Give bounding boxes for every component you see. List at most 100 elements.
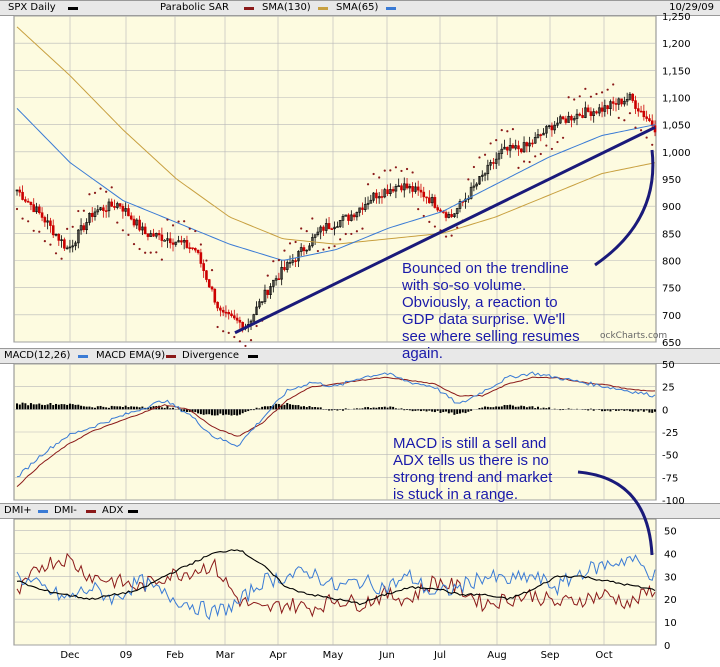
price-candle-body (575, 113, 579, 119)
price-candle-body (595, 111, 598, 114)
sar-dot (255, 324, 258, 328)
price-candle-body (68, 246, 72, 249)
price-candle-body (506, 146, 509, 151)
sar-dot (38, 230, 41, 233)
sar-dot (66, 227, 69, 230)
price-y-tick: 1,200 (662, 39, 691, 50)
price-candle-body (330, 228, 334, 230)
sar-dot (534, 155, 537, 158)
x-axis-label: Dec (60, 650, 80, 661)
price-y-tick: 950 (662, 175, 681, 186)
price-candle-body (155, 232, 158, 237)
price-candle-body (402, 183, 406, 191)
sma65-line (16, 108, 656, 261)
price-candle-body (361, 207, 364, 210)
sar-dot (467, 178, 470, 181)
sar-dot (573, 98, 576, 101)
sar-dot (450, 234, 453, 237)
price-candle-body (517, 145, 520, 150)
price-candle-body (149, 233, 153, 237)
price-candle-body (453, 213, 456, 217)
legend-adx: ADX (102, 505, 124, 516)
price-candle-body (489, 162, 492, 166)
macd-y-tick: -75 (662, 473, 678, 484)
sar-dot (238, 340, 241, 343)
price-candle-body (606, 105, 609, 110)
price-candle-body (397, 185, 400, 188)
price-candle-body (274, 278, 278, 281)
price-candle-body (219, 307, 222, 311)
sar-dot (495, 139, 498, 142)
sar-dot (132, 242, 136, 246)
sar-dot (456, 226, 459, 229)
sar-dot (339, 238, 342, 241)
sar-dot (550, 147, 554, 151)
legend-sma65: SMA(65) (336, 2, 379, 13)
price-candle-body (511, 144, 515, 149)
price-candle-body (15, 189, 19, 192)
price-y-tick: 650 (662, 338, 681, 349)
sar-dot (249, 338, 253, 342)
price-candle-body (24, 199, 27, 202)
price-candle-body (188, 247, 192, 249)
sar-dot (216, 325, 219, 329)
legend-macd-ema: MACD EMA(9) (96, 350, 166, 361)
price-y-tick: 700 (662, 311, 681, 322)
dmi-y-tick: 10 (664, 618, 677, 629)
price-candle-body (146, 233, 150, 237)
price-candle-body (280, 267, 283, 280)
price-candle-body (54, 233, 58, 236)
price-candle-body (163, 240, 166, 242)
dmi-y-tick: 0 (664, 641, 670, 652)
price-panel-title: SPX Daily (8, 2, 56, 13)
sar-dot (589, 95, 593, 98)
dmi-y-tick: 20 (664, 595, 677, 606)
price-candle-body (411, 186, 414, 192)
price-candle-body (416, 186, 420, 191)
legend-dmi-minus: DMI- (54, 505, 77, 516)
x-axis-label: May (322, 650, 344, 661)
price-candle-body (508, 144, 512, 151)
price-candle-body (269, 286, 272, 295)
price-candle-body (539, 134, 543, 136)
sar-dot (634, 126, 637, 129)
price-candle-body (636, 108, 640, 112)
sar-dot (333, 245, 336, 248)
price-candle-body (408, 186, 412, 189)
price-candle-body (547, 125, 551, 128)
price-candle-body (341, 215, 345, 221)
price-candle-body (383, 189, 387, 198)
sar-dot (489, 142, 492, 145)
sar-dot (244, 344, 247, 348)
sar-dot (205, 259, 208, 262)
price-candle-body (584, 107, 587, 118)
price-candle-body (450, 214, 453, 217)
price-candle-body (283, 267, 286, 270)
sar-dot (288, 242, 292, 245)
sar-dot (355, 230, 358, 233)
price-candle-body (428, 197, 431, 204)
price-candle-body (213, 288, 217, 303)
price-candle-body (182, 239, 186, 243)
price-candle-body (519, 148, 523, 153)
price-candle-body (324, 223, 328, 231)
price-candle-body (196, 249, 200, 253)
sar-dot (105, 190, 108, 193)
x-axis-label: Jun (379, 650, 395, 661)
sar-dot (49, 243, 52, 246)
price-candle-body (238, 319, 242, 323)
price-candle-body (221, 309, 225, 313)
sar-dot (127, 233, 130, 236)
macd-y-tick: 50 (662, 360, 675, 371)
price-candle-body (76, 229, 80, 244)
price-candle-body (46, 220, 49, 223)
price-candle-body (316, 231, 320, 235)
x-axis-label: Jul (433, 650, 447, 661)
price-candle-body (514, 145, 517, 149)
sar-dot (322, 248, 325, 251)
price-candle-body (380, 196, 384, 198)
price-candle-body (82, 225, 86, 231)
price-candle-body (118, 203, 122, 207)
sar-dot (266, 274, 269, 277)
